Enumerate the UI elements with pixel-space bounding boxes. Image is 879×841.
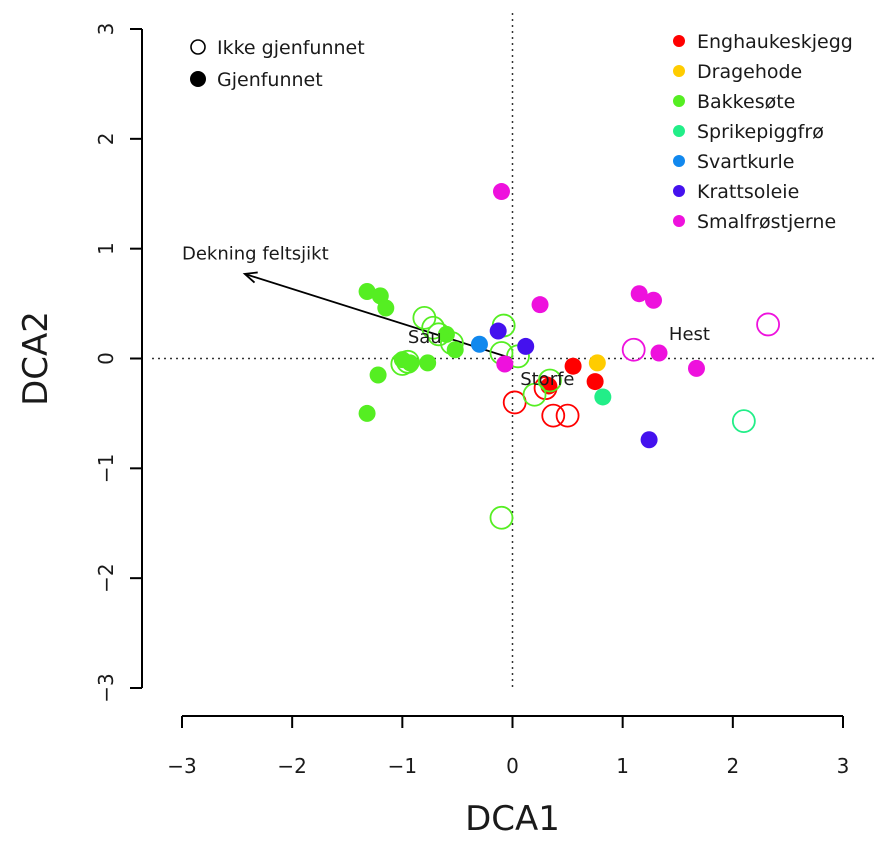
species-legend-swatch bbox=[673, 95, 685, 107]
status-legend: Ikke gjenfunnet Gjenfunnet bbox=[190, 37, 365, 91]
axes: −3 −2 −1 0 1 2 3 −3 −2 −1 0 1 2 3 DCA1 DCA2 bbox=[16, 23, 849, 839]
species-legend-label: Bakkesøte bbox=[697, 91, 795, 113]
x-tick-label: 0 bbox=[506, 754, 519, 778]
species-legend-swatch bbox=[673, 65, 685, 77]
y-tick-label: −2 bbox=[94, 563, 118, 592]
point-bakkesote-found bbox=[358, 404, 376, 422]
y-tick-label: 1 bbox=[94, 242, 118, 255]
data-points bbox=[358, 183, 780, 530]
point-enghaukeskjegg-not-found bbox=[502, 390, 527, 415]
species-legend-swatch bbox=[673, 35, 685, 47]
point-sprikepiggfro-not-found bbox=[731, 409, 756, 434]
point-smalfrostjerne-found bbox=[630, 285, 648, 303]
point-smalfrostjerne-not-found bbox=[621, 337, 646, 362]
species-legend-label: Sprikepiggfrø bbox=[697, 121, 824, 143]
species-legend: Enghaukeskjegg Dragehode Bakkesøte Sprikepi… bbox=[673, 31, 853, 233]
y-axis-title: DCA2 bbox=[16, 311, 56, 406]
point-enghaukeskjegg-found bbox=[586, 373, 604, 391]
point-smalfrostjerne-found bbox=[496, 355, 514, 373]
y-tick-label: 2 bbox=[94, 132, 118, 145]
point-bakkesote-not-found bbox=[489, 505, 514, 530]
species-legend-label: Smalfrøstjerne bbox=[697, 211, 836, 233]
annotation-sau: Sau bbox=[408, 327, 442, 348]
point-bakkesote-found bbox=[377, 299, 395, 317]
legend-open-circle bbox=[190, 39, 206, 55]
point-bakkesote-not-found bbox=[390, 352, 415, 376]
reference-lines bbox=[152, 13, 877, 690]
y-tick-label: 3 bbox=[94, 23, 118, 36]
annotation-dekning-feltsjikt: Dekning feltsjikt bbox=[182, 244, 329, 265]
point-bakkesote-not-found bbox=[421, 315, 446, 340]
point-sprikepiggfro-found bbox=[594, 388, 612, 406]
point-krattsoleie-found bbox=[640, 431, 658, 449]
point-smalfrostjerne-found bbox=[687, 359, 705, 377]
point-enghaukeskjegg-not-found bbox=[555, 403, 580, 428]
point-dragehode-found bbox=[588, 354, 606, 372]
point-bakkesote-found bbox=[358, 283, 376, 301]
species-legend-swatch bbox=[673, 185, 685, 197]
species-legend-swatch bbox=[673, 155, 685, 167]
point-svartkurle-found bbox=[470, 335, 488, 353]
point-bakkesote-not-found bbox=[440, 331, 464, 356]
x-tick-label: −3 bbox=[167, 754, 196, 778]
species-legend-label: Enghaukeskjegg bbox=[697, 31, 853, 53]
species-legend-label: Svartkurle bbox=[697, 151, 794, 173]
point-smalfrostjerne-found bbox=[492, 183, 510, 201]
x-tick-label: 1 bbox=[616, 754, 629, 778]
legend-filled-circle bbox=[190, 71, 206, 87]
x-tick-label: 3 bbox=[837, 754, 850, 778]
x-axis-title: DCA1 bbox=[465, 799, 560, 839]
point-bakkesote-not-found bbox=[522, 382, 547, 407]
y-tick-label: 0 bbox=[94, 352, 118, 365]
point-smalfrostjerne-found bbox=[531, 296, 549, 314]
annotation-hest: Hest bbox=[669, 324, 710, 345]
arrow-shaft bbox=[244, 273, 513, 360]
point-krattsoleie-found bbox=[517, 337, 535, 355]
point-bakkesote-not-found bbox=[538, 368, 562, 393]
point-bakkesote-found bbox=[369, 366, 387, 384]
point-smalfrostjerne-not-found bbox=[756, 312, 780, 337]
point-krattsoleie-found bbox=[489, 322, 507, 340]
y-tick-label: −3 bbox=[94, 673, 118, 702]
x-tick-label: 2 bbox=[726, 754, 739, 778]
species-legend-swatch bbox=[673, 215, 685, 227]
status-legend-label: Gjenfunnet bbox=[217, 69, 323, 91]
point-bakkesote-not-found bbox=[426, 322, 451, 347]
arrow-head bbox=[242, 271, 258, 284]
point-smalfrostjerne-found bbox=[645, 291, 663, 309]
y-tick-label: −1 bbox=[94, 454, 118, 483]
species-legend-swatch bbox=[673, 125, 685, 137]
point-bakkesote-found bbox=[419, 354, 437, 372]
point-enghaukeskjegg-found bbox=[564, 357, 582, 375]
point-enghaukeskjegg-not-found bbox=[541, 403, 566, 428]
species-legend-label: Dragehode bbox=[697, 61, 802, 83]
annotation-storfe: Storfe bbox=[520, 369, 574, 390]
arrows bbox=[242, 271, 513, 360]
x-tick-label: −1 bbox=[388, 754, 417, 778]
point-smalfrostjerne-found bbox=[650, 344, 668, 362]
status-legend-label: Ikke gjenfunnet bbox=[217, 37, 365, 59]
species-legend-label: Krattsoleie bbox=[697, 181, 799, 203]
x-tick-label: −2 bbox=[277, 754, 306, 778]
annotations: Sau Storfe Hest Dekning feltsjikt bbox=[182, 244, 710, 390]
